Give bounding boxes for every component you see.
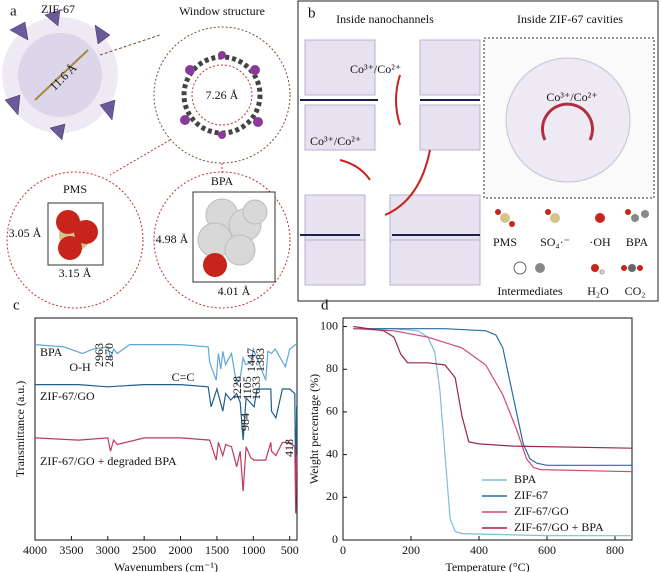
connector xyxy=(99,34,161,56)
series-line xyxy=(34,437,298,514)
bpa-title: BPA xyxy=(211,174,234,188)
series-line xyxy=(34,344,297,387)
channel-walls xyxy=(300,99,480,236)
flow-arrows xyxy=(339,74,431,216)
cycle-arrow xyxy=(541,102,594,141)
peak-annotation: 984 xyxy=(238,413,252,431)
x-axis-label: Wavenumbers (cm⁻¹) xyxy=(114,560,218,572)
catalyst-label: Co³⁺/Co²⁺ xyxy=(310,134,361,148)
x-tick-label: 3000 xyxy=(96,543,120,557)
peak-annotation: 2870 xyxy=(102,343,116,367)
y-axis-label: Transmittance (a.u.) xyxy=(13,381,27,478)
size-arrow xyxy=(34,49,89,101)
peak-annotation: 1447 xyxy=(244,348,258,372)
series-line xyxy=(35,384,298,496)
y-tick-label: 100 xyxy=(320,318,338,332)
connector xyxy=(109,139,171,176)
series-line xyxy=(353,328,632,537)
section-title: Inside ZIF-67 cavities xyxy=(517,12,623,26)
tetrahedra xyxy=(4,9,116,141)
y-tick-label: 0 xyxy=(332,532,338,546)
pms-height: 3.05 Å xyxy=(9,226,42,240)
series-line xyxy=(353,328,633,473)
legend-label: ZIF-67 xyxy=(514,488,548,502)
legend-label: CO₂ xyxy=(625,284,646,298)
co-atoms xyxy=(180,51,263,139)
y-tick-label: 40 xyxy=(326,446,338,460)
x-tick-label: 4000 xyxy=(23,543,47,557)
pms-title: PMS xyxy=(63,182,87,196)
series-label: ZIF-67/GO xyxy=(40,389,95,403)
peak-annotation: 418 xyxy=(282,439,296,457)
window-circle xyxy=(153,26,291,164)
x-tick-label: 1000 xyxy=(241,543,265,557)
y-tick-label: 60 xyxy=(326,404,338,418)
series-label: ZIF-67/GO + degraded BPA xyxy=(40,454,177,468)
peak-annotation: O-H xyxy=(69,360,91,374)
series-line xyxy=(353,328,632,466)
y-tick-label: 20 xyxy=(326,489,338,503)
peak-annotation: 1105 xyxy=(240,376,254,400)
legend-label: ·OH xyxy=(589,235,611,249)
pms-width: 3.15 Å xyxy=(59,266,92,280)
series-line xyxy=(353,325,633,449)
atom xyxy=(58,236,82,260)
legend-icons xyxy=(495,209,649,275)
window-inner xyxy=(191,64,253,126)
panel-label: d xyxy=(321,297,329,313)
peak-annotation: 2963 xyxy=(92,343,106,367)
x-tick-label: 400 xyxy=(470,543,488,557)
bpa-circle xyxy=(153,171,291,309)
panel-b: b Inside nanochannels Inside ZIF-67 cavi… xyxy=(297,0,659,302)
y-tick-label: 80 xyxy=(326,361,338,375)
legend-label: BPA xyxy=(514,472,537,486)
x-tick-label: 500 xyxy=(281,543,299,557)
legend-label: ZIF-67/GO xyxy=(514,504,569,518)
pms-circle xyxy=(6,171,144,309)
peak-annotation: 1228 xyxy=(230,376,244,400)
panel-label: b xyxy=(308,5,316,21)
x-tick-label: 200 xyxy=(402,543,420,557)
legend-label: SO₄·⁻ xyxy=(540,235,570,249)
legend-label: PMS xyxy=(493,235,517,249)
peak-annotation: C=C xyxy=(172,370,195,384)
peak-annotation: 1033 xyxy=(249,376,263,400)
framework-blocks xyxy=(304,39,481,286)
x-tick-label: 2500 xyxy=(132,543,156,557)
panel-label: c xyxy=(13,297,20,313)
x-tick-label: 600 xyxy=(538,543,556,557)
x-tick-label: 800 xyxy=(606,543,624,557)
legend-label: BPA xyxy=(626,235,649,249)
x-tick-label: 1500 xyxy=(205,543,229,557)
legend-label: ZIF-67/GO + BPA xyxy=(514,520,604,534)
cavity xyxy=(505,57,631,183)
panel-frame xyxy=(297,0,659,302)
panel-label: a xyxy=(10,3,17,19)
series-label: BPA xyxy=(40,345,63,359)
plot-frame xyxy=(34,317,298,541)
peak-annotation: 1383 xyxy=(253,348,267,372)
atom xyxy=(203,253,227,277)
catalyst-label: Co³⁺/Co²⁺ xyxy=(350,62,401,76)
bpa-width: 4.01 Å xyxy=(218,284,251,298)
legend-label: Intermediates xyxy=(497,284,563,298)
bpa-height: 4.98 Å xyxy=(156,232,189,246)
window-title: Window structure xyxy=(179,4,265,18)
panel-a: a ZIF-67 11.6 Å Window structure 7.26 Å … xyxy=(2,2,291,309)
x-tick-label: 2000 xyxy=(169,543,193,557)
atom xyxy=(56,210,80,234)
bpa-model xyxy=(197,198,268,266)
atom xyxy=(74,220,98,244)
window-size: 7.26 Å xyxy=(206,88,239,102)
x-axis-label: Temperature (°C) xyxy=(445,560,529,572)
y-axis-label: Weight percentage (%) xyxy=(307,374,321,484)
legend-label: H₂O xyxy=(587,284,609,298)
x-tick-label: 3500 xyxy=(59,543,83,557)
structure-title: ZIF-67 xyxy=(41,2,75,16)
plot-frame xyxy=(342,317,633,541)
section-title: Inside nanochannels xyxy=(336,12,434,26)
catalyst-label: Co³⁺/Co²⁺ xyxy=(546,90,597,104)
x-tick-label: 0 xyxy=(340,543,346,557)
